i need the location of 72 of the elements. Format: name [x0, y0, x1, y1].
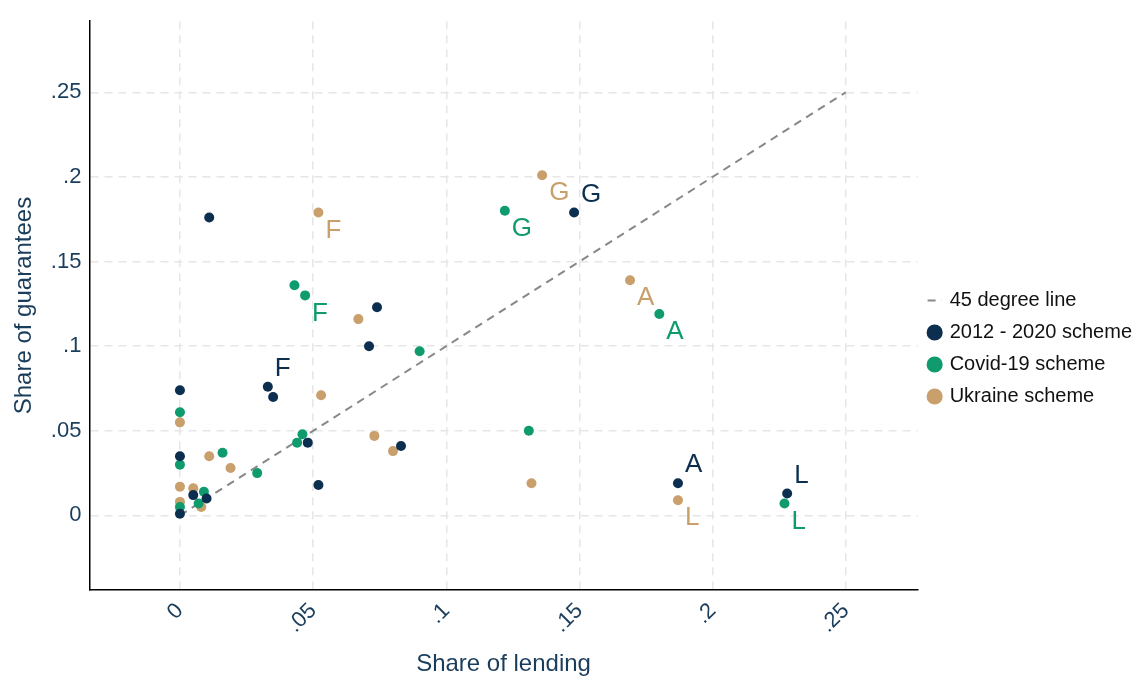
point: [654, 309, 665, 320]
point: [174, 481, 185, 492]
point: [779, 498, 790, 509]
point: [174, 407, 185, 418]
x-tick-label: .2: [689, 597, 721, 629]
y-tick-label: .15: [50, 247, 82, 273]
point: [313, 479, 324, 490]
point: [372, 302, 383, 313]
point: [300, 290, 311, 301]
y-tick-label: .1: [63, 332, 82, 358]
annotation: F: [274, 351, 291, 382]
annotation: G: [511, 211, 533, 242]
annotation: A: [684, 448, 703, 479]
point: [313, 207, 324, 218]
y-axis-title: Share of guarantees: [9, 196, 37, 415]
y-tick-label: .05: [50, 416, 82, 442]
x-tick-label: .25: [814, 597, 854, 637]
legend-label: 2012 - 2020 scheme: [949, 320, 1132, 343]
annotation: F: [312, 296, 328, 327]
point: [414, 346, 425, 357]
legend-label: Ukraine scheme: [949, 384, 1095, 407]
x-axis-title: Share of lending: [416, 649, 591, 677]
legend-label: Covid-19 scheme: [949, 352, 1106, 375]
point: [302, 437, 313, 448]
point: [537, 170, 548, 181]
point: [217, 447, 228, 458]
point: [353, 314, 364, 325]
point: [174, 459, 185, 470]
y-tick-label: .25: [50, 78, 82, 104]
point: [297, 429, 308, 440]
annotation: F: [325, 213, 342, 244]
point: [268, 391, 279, 402]
point: [369, 430, 380, 441]
annotation: G: [581, 177, 602, 208]
point: [395, 441, 406, 452]
annotation: A: [666, 315, 685, 346]
point: [225, 463, 236, 474]
point: [569, 207, 580, 218]
legend-label: 45 degree line: [949, 288, 1077, 311]
point: [262, 381, 273, 392]
point: [499, 205, 510, 216]
y-tick-label: 0: [69, 501, 82, 527]
point: [523, 425, 534, 436]
x-tick-label: 0: [161, 597, 188, 624]
point: [204, 451, 215, 462]
point: [174, 451, 185, 462]
point: [387, 446, 398, 457]
x-tick-label: .1: [423, 597, 455, 629]
annotation: L: [794, 458, 809, 489]
x-tick-label: .05: [281, 597, 321, 637]
annotation: A: [637, 281, 656, 312]
point: [204, 212, 215, 223]
point: [252, 468, 263, 479]
point: [672, 478, 683, 489]
annotation: L: [791, 504, 806, 535]
annotation: G: [549, 176, 570, 207]
point: [782, 488, 793, 499]
point: [174, 417, 185, 428]
point: [625, 275, 636, 286]
point: [526, 478, 537, 489]
point: [289, 280, 300, 291]
point: [174, 508, 185, 519]
point: [672, 495, 683, 506]
point: [188, 490, 199, 501]
point: [201, 493, 212, 504]
y-tick-label: .2: [63, 162, 82, 188]
point: [174, 385, 185, 396]
annotation: L: [684, 501, 700, 532]
point: [292, 437, 303, 448]
x-tick-label: .15: [547, 597, 588, 637]
point: [364, 341, 375, 352]
point: [316, 390, 327, 401]
